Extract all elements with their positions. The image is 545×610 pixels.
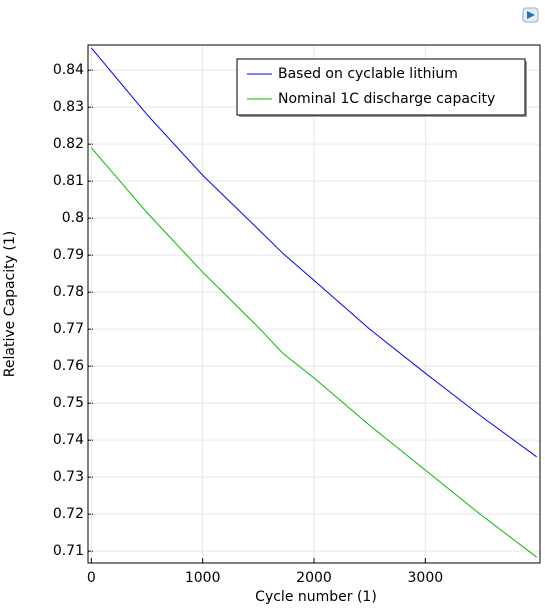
- y-tick-label: 0.78: [53, 284, 84, 300]
- y-tick-label: 0.79: [53, 247, 84, 263]
- icon-glyph: [527, 11, 535, 19]
- plot-frame: [87, 44, 541, 564]
- y-tick-label: 0.73: [53, 469, 84, 485]
- legend-label: Based on cyclable lithium: [278, 66, 458, 82]
- y-tick-label: 0.76: [53, 358, 84, 374]
- legend-label: Nominal 1C discharge capacity: [278, 91, 495, 107]
- y-tick-label: 0.75: [53, 395, 84, 411]
- x-axis-label: Cycle number (1): [255, 589, 377, 605]
- y-tick-label: 0.84: [53, 62, 84, 78]
- y-tick-label: 0.71: [53, 543, 84, 559]
- x-tick-label: 3000: [408, 570, 444, 586]
- x-tick-label: 0: [87, 570, 96, 586]
- series-line: [90, 147, 537, 558]
- x-tick-label: 1000: [185, 570, 221, 586]
- y-axis-label: Relative Capacity (1): [2, 231, 18, 377]
- y-tick-label: 0.83: [53, 99, 84, 115]
- y-tick-label: 0.8: [62, 210, 84, 226]
- toolbar-icon[interactable]: [522, 7, 539, 23]
- y-tick-label: 0.72: [53, 506, 84, 522]
- x-tick-label: 2000: [296, 570, 332, 586]
- legend-box: [236, 58, 526, 116]
- y-tick-label: 0.77: [53, 321, 84, 337]
- series-line: [90, 47, 537, 458]
- legend: Based on cyclable lithium Nominal 1C disc…: [236, 58, 527, 117]
- y-tick-label: 0.81: [53, 173, 84, 189]
- y-tick-label: 0.74: [53, 432, 84, 448]
- y-tick-label: 0.82: [53, 136, 84, 152]
